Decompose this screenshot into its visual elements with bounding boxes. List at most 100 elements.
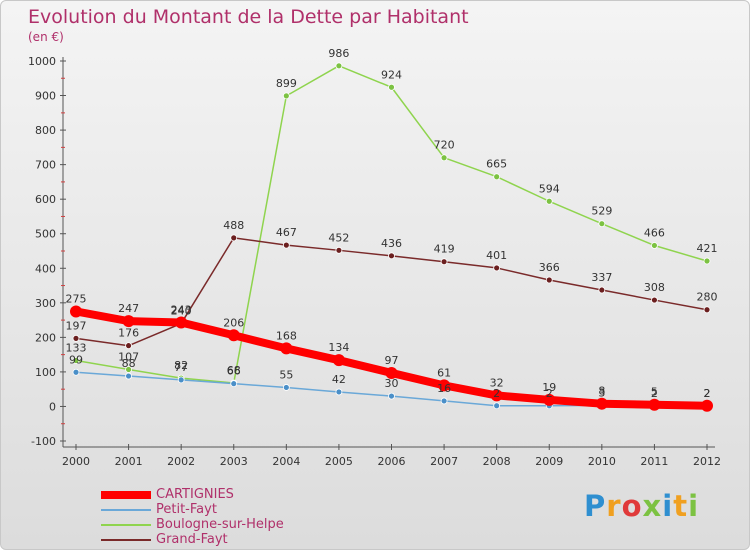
- data-label-cartignies: 61: [437, 366, 451, 379]
- data-label-grand-fayt: 452: [328, 231, 349, 244]
- data-point-boulogne-sur-helpe: [72, 357, 80, 364]
- data-label-grand-fayt: 401: [486, 249, 507, 262]
- data-point-boulogne-sur-helpe: [125, 366, 132, 373]
- data-point-grand-fayt: [282, 241, 290, 249]
- x-tick-label: 2002: [167, 455, 195, 468]
- data-point-grand-fayt: [388, 252, 395, 260]
- logo-letter: o: [621, 489, 643, 523]
- logo-letter: i: [662, 489, 674, 523]
- data-point-grand-fayt: [545, 276, 553, 284]
- data-label-cartignies: 2: [704, 387, 711, 400]
- data-point-cartignies: [332, 354, 345, 367]
- legend-label-boulogne: Boulogne-sur-Helpe: [156, 517, 284, 532]
- logo-letter: t: [673, 489, 689, 523]
- legend-label-petit-fayt: Petit-Fayt: [156, 502, 217, 517]
- data-label-grand-fayt: 308: [644, 281, 665, 294]
- y-tick-label: 600: [35, 193, 56, 206]
- data-label-petit-fayt: 16: [437, 382, 451, 395]
- legend-label-cartignies: CARTIGNIES: [156, 487, 234, 502]
- data-label-petit-fayt: 2: [704, 387, 711, 400]
- data-label-grand-fayt: 240: [171, 305, 192, 318]
- data-label-cartignies: 5: [651, 386, 658, 399]
- data-point-petit-fayt: [72, 368, 80, 376]
- data-point-boulogne-sur-helpe: [493, 173, 501, 181]
- y-tick-label: -100: [31, 435, 56, 448]
- data-point-cartignies: [122, 315, 135, 328]
- data-label-boulogne-sur-helpe: 466: [644, 226, 665, 239]
- data-point-cartignies: [701, 399, 713, 412]
- y-tick-label: 300: [35, 297, 56, 310]
- logo-letter: i: [688, 489, 700, 523]
- data-label-cartignies: 97: [385, 354, 399, 367]
- series-line-boulogne-sur-helpe: [75, 65, 708, 384]
- data-label-boulogne-sur-helpe: 594: [539, 182, 560, 195]
- data-point-boulogne-sur-helpe: [651, 242, 658, 249]
- data-label-cartignies: 247: [118, 302, 139, 315]
- data-point-grand-fayt: [125, 342, 132, 350]
- data-point-petit-fayt: [177, 376, 185, 384]
- data-label-boulogne-sur-helpe: 107: [118, 350, 139, 363]
- data-label-boulogne-sur-helpe: 421: [697, 242, 718, 255]
- legend-swatch-petit-fayt: [101, 509, 151, 511]
- data-label-boulogne-sur-helpe: 720: [434, 139, 455, 152]
- data-label-boulogne-sur-helpe: 986: [328, 47, 349, 60]
- data-point-petit-fayt: [125, 372, 132, 380]
- data-label-cartignies: 134: [328, 341, 349, 354]
- data-point-boulogne-sur-helpe: [335, 62, 343, 70]
- data-label-cartignies: 19: [542, 381, 556, 394]
- data-label-petit-fayt: 77: [174, 361, 188, 374]
- data-point-cartignies: [438, 379, 451, 392]
- data-label-grand-fayt: 488: [223, 219, 244, 232]
- x-tick-label: 2000: [62, 455, 90, 468]
- x-tick-label: 2005: [325, 455, 353, 468]
- data-label-petit-fayt: 55: [279, 368, 293, 381]
- y-tick-label: 800: [35, 124, 56, 137]
- data-point-petit-fayt: [493, 402, 501, 410]
- y-tick-label: 500: [35, 228, 56, 241]
- chart-subtitle: (en €): [28, 30, 64, 44]
- data-point-grand-fayt: [651, 296, 658, 304]
- x-tick-label: 2004: [272, 455, 300, 468]
- data-label-grand-fayt: 197: [66, 319, 87, 332]
- data-point-cartignies: [385, 366, 398, 379]
- data-point-cartignies: [595, 397, 608, 410]
- data-label-grand-fayt: 366: [539, 261, 560, 274]
- data-label-grand-fayt: 280: [697, 291, 718, 304]
- data-label-boulogne-sur-helpe: 529: [591, 205, 612, 218]
- data-label-cartignies: 243: [171, 304, 192, 317]
- x-tick-label: 2009: [535, 455, 563, 468]
- y-tick-label: 100: [35, 366, 56, 379]
- data-label-petit-fayt: 2: [651, 387, 658, 400]
- data-point-petit-fayt: [335, 388, 343, 396]
- x-tick-label: 2010: [588, 455, 616, 468]
- data-point-grand-fayt: [335, 246, 343, 254]
- data-label-cartignies: 206: [223, 316, 244, 329]
- data-point-grand-fayt: [230, 234, 238, 242]
- y-tick-label: 400: [35, 262, 56, 275]
- y-tick-label: 900: [35, 90, 56, 103]
- legend-swatch-boulogne: [101, 524, 151, 526]
- data-point-grand-fayt: [598, 286, 606, 294]
- x-tick-label: 2001: [115, 455, 143, 468]
- data-point-cartignies: [648, 398, 661, 411]
- data-point-boulogne-sur-helpe: [598, 220, 606, 228]
- data-label-boulogne-sur-helpe: 665: [486, 158, 507, 171]
- data-label-cartignies: 32: [490, 376, 504, 389]
- data-point-boulogne-sur-helpe: [388, 83, 395, 91]
- x-tick-label: 2011: [640, 455, 668, 468]
- x-tick-label: 2012: [693, 455, 721, 468]
- data-point-cartignies: [490, 389, 503, 402]
- data-point-petit-fayt: [282, 384, 290, 391]
- data-point-grand-fayt: [72, 334, 80, 342]
- data-point-cartignies: [175, 316, 188, 329]
- data-label-grand-fayt: 337: [591, 271, 612, 284]
- data-point-boulogne-sur-helpe: [545, 197, 553, 205]
- chart-title: Evolution du Montant de la Dette par Hab…: [28, 6, 469, 28]
- logo-letter: P: [584, 489, 607, 523]
- data-point-petit-fayt: [388, 392, 395, 400]
- logo-letter: r: [606, 489, 622, 523]
- x-tick-label: 2007: [430, 455, 458, 468]
- data-point-cartignies: [543, 393, 556, 406]
